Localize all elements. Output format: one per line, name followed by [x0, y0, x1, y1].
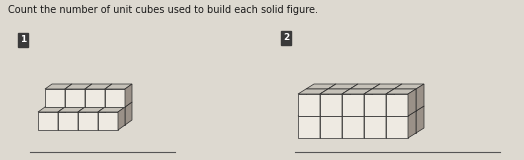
Polygon shape: [85, 102, 112, 107]
Polygon shape: [105, 84, 112, 107]
Polygon shape: [372, 84, 380, 111]
Polygon shape: [386, 116, 408, 138]
Polygon shape: [45, 102, 72, 107]
Polygon shape: [372, 106, 402, 111]
Polygon shape: [364, 111, 372, 138]
Polygon shape: [350, 84, 358, 111]
Polygon shape: [364, 116, 386, 138]
Polygon shape: [306, 106, 336, 111]
Polygon shape: [394, 84, 402, 111]
Polygon shape: [306, 111, 328, 133]
Polygon shape: [65, 84, 92, 89]
Polygon shape: [78, 107, 105, 112]
Polygon shape: [350, 111, 372, 133]
Polygon shape: [298, 89, 328, 94]
Polygon shape: [118, 107, 125, 130]
Polygon shape: [394, 106, 402, 133]
Polygon shape: [105, 102, 132, 107]
Text: 1: 1: [20, 36, 26, 44]
Polygon shape: [125, 102, 132, 125]
Polygon shape: [65, 84, 72, 107]
Polygon shape: [85, 84, 92, 107]
Polygon shape: [85, 89, 105, 107]
Polygon shape: [328, 111, 350, 133]
Polygon shape: [105, 107, 125, 125]
Polygon shape: [320, 89, 328, 116]
Polygon shape: [372, 89, 394, 111]
Polygon shape: [125, 84, 132, 107]
Polygon shape: [105, 84, 132, 89]
Polygon shape: [372, 111, 394, 133]
Polygon shape: [328, 89, 350, 111]
Polygon shape: [342, 94, 364, 116]
Polygon shape: [364, 89, 394, 94]
Polygon shape: [350, 89, 372, 111]
Polygon shape: [394, 106, 424, 111]
Polygon shape: [65, 89, 85, 107]
Polygon shape: [342, 111, 372, 116]
Polygon shape: [372, 106, 380, 133]
Polygon shape: [298, 116, 320, 138]
Polygon shape: [342, 111, 350, 138]
Polygon shape: [342, 89, 372, 94]
Polygon shape: [298, 111, 328, 116]
Polygon shape: [105, 102, 112, 125]
Polygon shape: [350, 84, 380, 89]
Polygon shape: [394, 84, 424, 89]
Polygon shape: [386, 89, 394, 116]
Polygon shape: [386, 94, 408, 116]
Polygon shape: [98, 112, 118, 130]
Polygon shape: [342, 116, 364, 138]
Polygon shape: [298, 94, 320, 116]
Polygon shape: [98, 107, 125, 112]
Polygon shape: [350, 106, 380, 111]
Polygon shape: [394, 89, 416, 111]
Polygon shape: [58, 112, 78, 130]
Polygon shape: [328, 106, 336, 133]
Text: Count the number of unit cubes used to build each solid figure.: Count the number of unit cubes used to b…: [8, 5, 318, 15]
Polygon shape: [320, 111, 350, 116]
Polygon shape: [85, 84, 112, 89]
Polygon shape: [98, 107, 105, 130]
Polygon shape: [386, 111, 394, 138]
Polygon shape: [45, 84, 72, 89]
Polygon shape: [65, 102, 92, 107]
Polygon shape: [372, 84, 402, 89]
Polygon shape: [105, 89, 125, 107]
Polygon shape: [38, 107, 65, 112]
Polygon shape: [408, 111, 416, 138]
Polygon shape: [394, 111, 416, 133]
Polygon shape: [78, 107, 85, 130]
Polygon shape: [306, 89, 328, 111]
Polygon shape: [58, 107, 65, 130]
Polygon shape: [416, 106, 424, 133]
Polygon shape: [350, 106, 358, 133]
Polygon shape: [38, 112, 58, 130]
Polygon shape: [320, 116, 342, 138]
Polygon shape: [386, 89, 416, 94]
Polygon shape: [386, 111, 416, 116]
Polygon shape: [45, 89, 65, 107]
Polygon shape: [328, 106, 358, 111]
Polygon shape: [342, 89, 350, 116]
Polygon shape: [306, 84, 336, 89]
Polygon shape: [85, 107, 105, 125]
Text: 2: 2: [283, 33, 289, 43]
Polygon shape: [65, 102, 72, 125]
Polygon shape: [408, 89, 416, 116]
Polygon shape: [416, 84, 424, 111]
Polygon shape: [364, 111, 394, 116]
Polygon shape: [320, 89, 350, 94]
Polygon shape: [65, 107, 85, 125]
Polygon shape: [320, 111, 328, 138]
Polygon shape: [58, 107, 85, 112]
Polygon shape: [320, 94, 342, 116]
Polygon shape: [328, 84, 336, 111]
Polygon shape: [85, 102, 92, 125]
Polygon shape: [364, 89, 372, 116]
Polygon shape: [78, 112, 98, 130]
Polygon shape: [328, 84, 358, 89]
Polygon shape: [45, 107, 65, 125]
Polygon shape: [364, 94, 386, 116]
